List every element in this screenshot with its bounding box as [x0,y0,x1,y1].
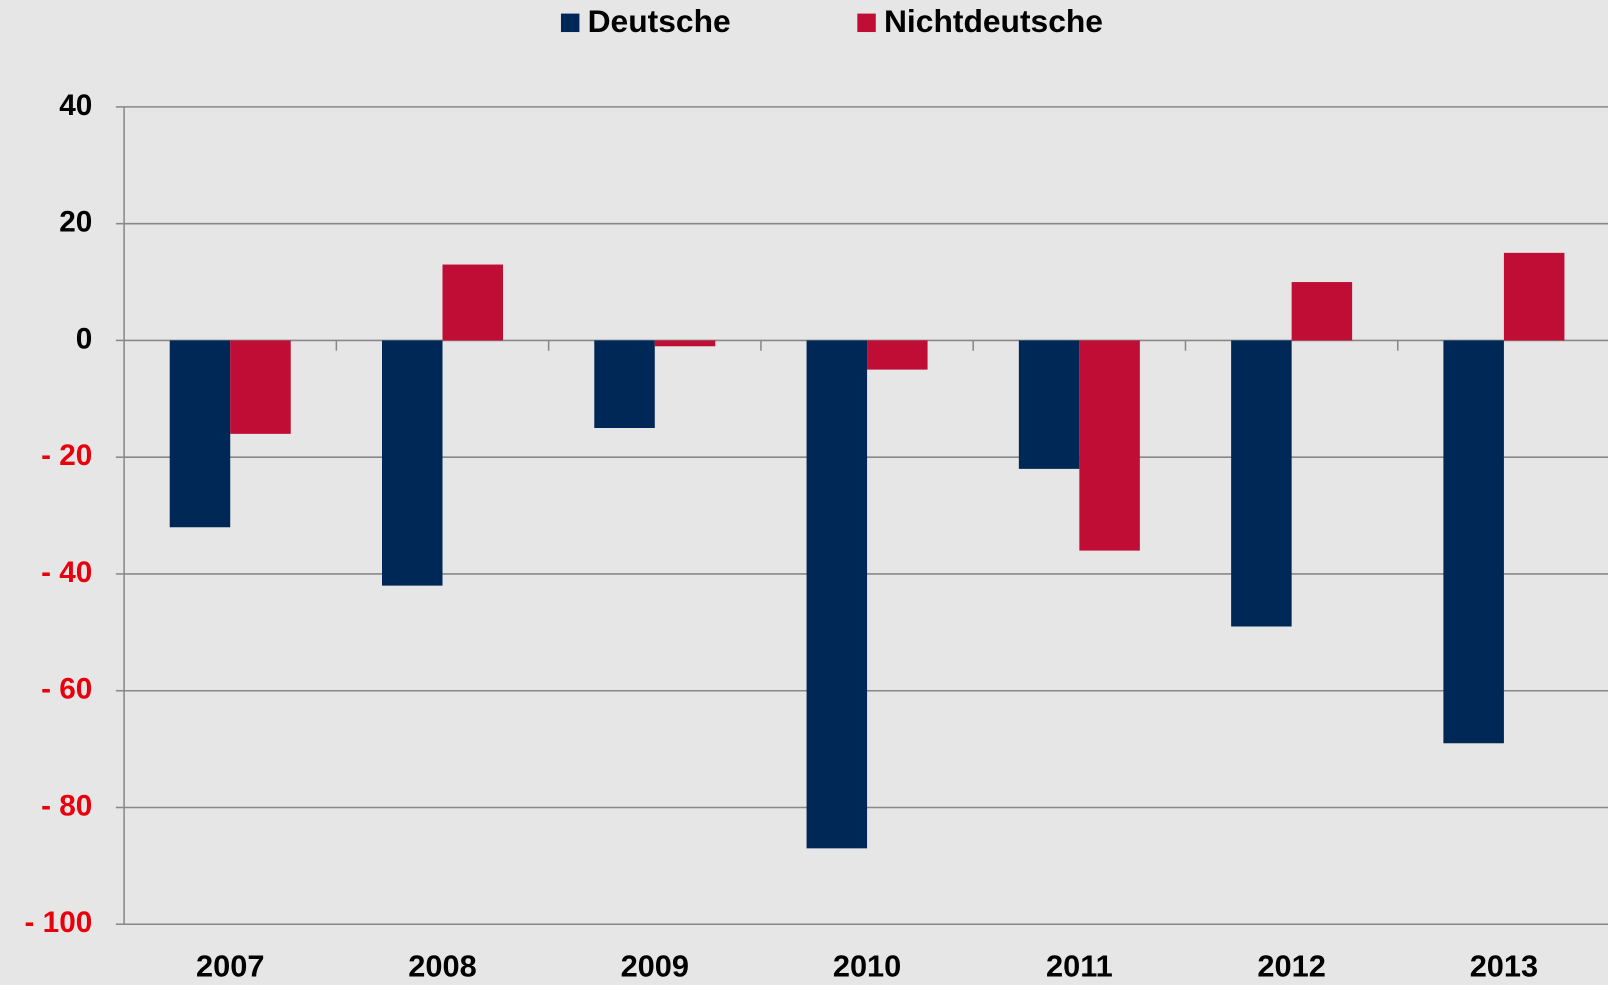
y-tick-label: - 60 [41,673,92,706]
x-tick-label: 2012 [1257,948,1325,983]
y-tick-label: - 20 [41,439,92,472]
y-tick-label: 0 [76,322,93,355]
bar [1443,340,1504,744]
legend-swatch [857,13,876,33]
bar [654,340,716,347]
legend-swatch [560,13,580,33]
bar [806,340,868,849]
x-tick-label: 2013 [1470,948,1538,983]
x-tick-label: 2008 [408,948,476,983]
bar [442,264,504,341]
bar [1231,340,1292,627]
x-tick-label: 2009 [621,948,689,983]
y-tick-label: - 40 [41,556,92,589]
bar [1291,282,1353,341]
x-tick-label: 2010 [833,948,901,983]
bar [1079,340,1140,551]
bar [1503,252,1565,341]
bar [1018,340,1080,469]
x-tick-label: 2007 [196,948,264,983]
bar [382,340,443,586]
bar [867,340,928,370]
x-tick-label: 2011 [1046,948,1113,983]
bar [230,340,291,434]
legend-label: Nichtdeutsche [884,3,1103,39]
y-tick-label: 40 [59,89,92,122]
y-tick-label: - 80 [41,789,92,822]
bar [594,340,655,429]
bar [169,340,231,528]
y-tick-label: 20 [59,206,92,239]
y-tick-label: - 100 [25,906,93,939]
legend-label: Deutsche [588,3,731,39]
